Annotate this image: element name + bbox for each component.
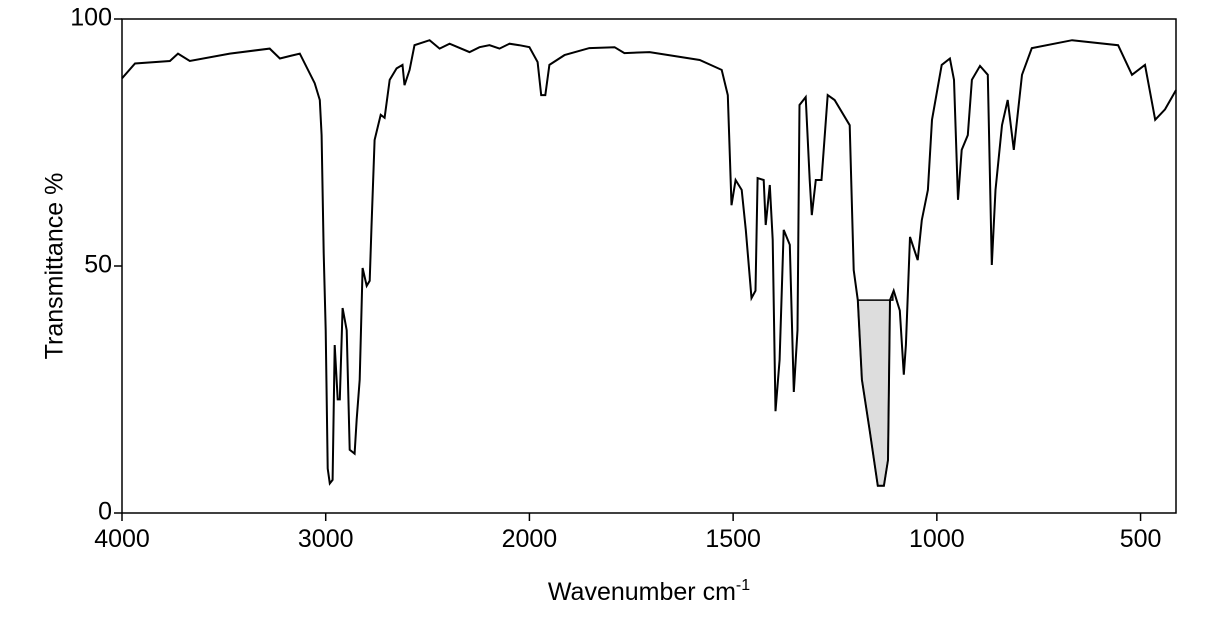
x-axis-title-text: Wavenumber cm	[548, 578, 736, 606]
x-tick-label: 2000	[502, 525, 558, 553]
x-tick-label: 3000	[298, 525, 354, 553]
x-tick-label: 500	[1120, 525, 1162, 553]
plot-frame	[121, 18, 1177, 514]
x-tick-label: 1500	[705, 525, 761, 553]
y-tick-label: 100	[70, 4, 112, 32]
y-tick-label: 50	[84, 251, 112, 279]
y-tick-label: 0	[98, 498, 112, 526]
spectrum-line	[121, 39, 1177, 487]
x-tick-label: 1000	[909, 525, 965, 553]
y-axis-title: Transmittance %	[41, 173, 69, 360]
x-tick-label: 4000	[94, 525, 150, 553]
x-axis-title: Wavenumber cm-1	[548, 577, 750, 606]
x-axis-title-superscript: -1	[736, 577, 750, 594]
